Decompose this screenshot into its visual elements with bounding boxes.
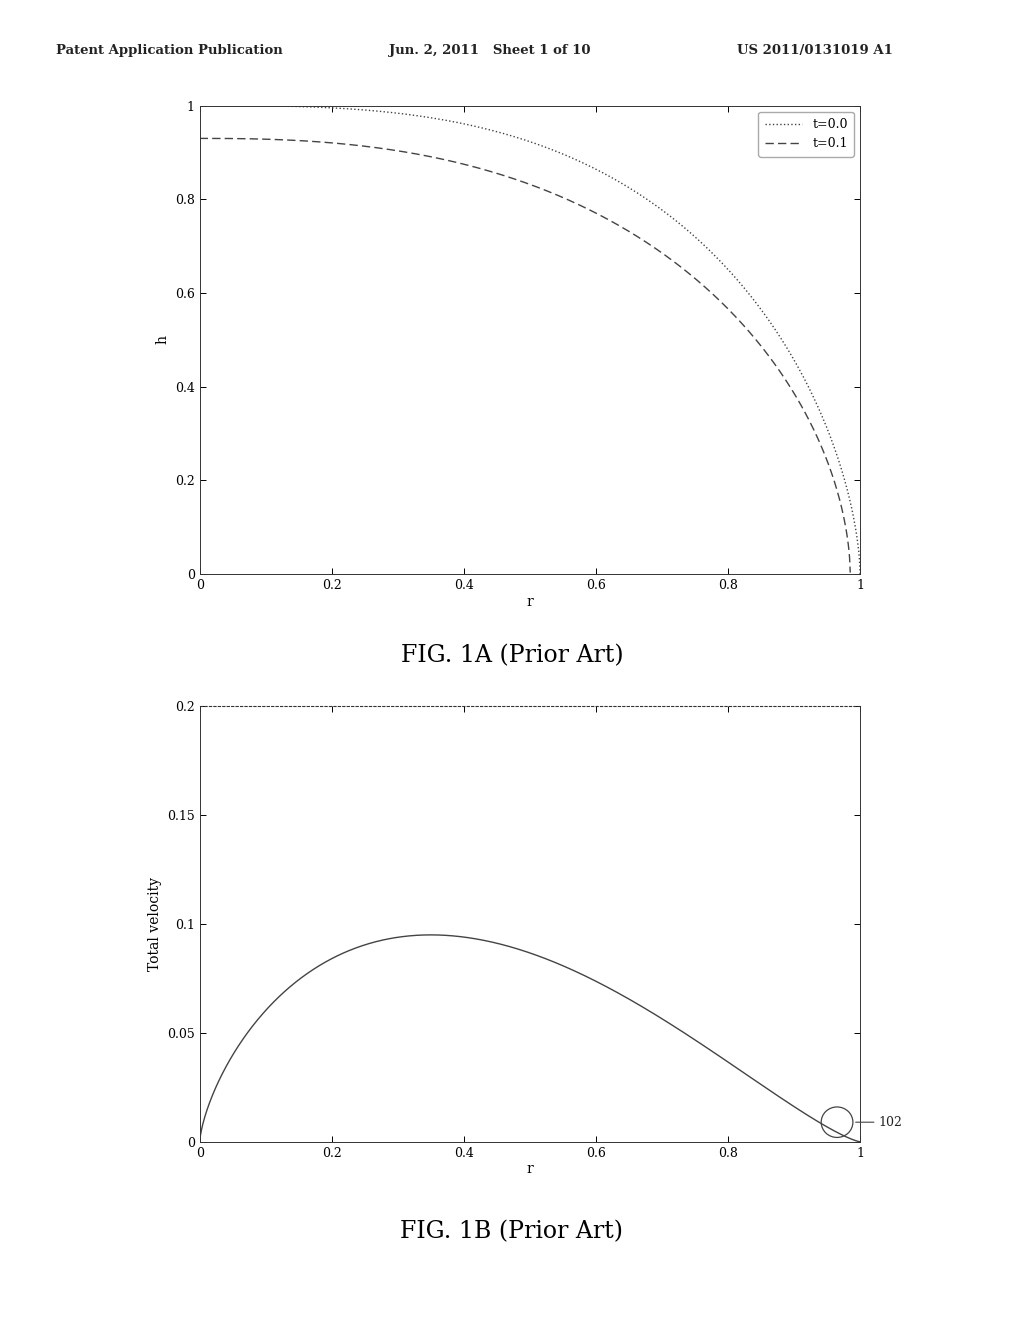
Text: Patent Application Publication: Patent Application Publication: [56, 44, 283, 57]
Y-axis label: Total velocity: Total velocity: [147, 876, 162, 972]
t=0.1: [721, 300, 733, 315]
Y-axis label: h: h: [156, 335, 169, 345]
t=0.0: [854, 566, 866, 582]
t=0.1: [461, 157, 473, 173]
t=0.0: [709, 248, 721, 264]
t=0.1: [709, 288, 721, 304]
Text: US 2011/0131019 A1: US 2011/0131019 A1: [737, 44, 893, 57]
Text: Jun. 2, 2011   Sheet 1 of 10: Jun. 2, 2011 Sheet 1 of 10: [389, 44, 591, 57]
X-axis label: r: r: [526, 1163, 534, 1176]
Text: 102: 102: [879, 1115, 902, 1129]
t=0.1: [484, 164, 497, 180]
t=0.1: [261, 131, 273, 147]
t=0.1: [194, 131, 206, 147]
Line: t=0.0: t=0.0: [200, 106, 860, 574]
Text: FIG. 1A (Prior Art): FIG. 1A (Prior Art): [400, 644, 624, 668]
Text: FIG. 1B (Prior Art): FIG. 1B (Prior Art): [400, 1220, 624, 1243]
t=0.0: [647, 195, 659, 211]
t=0.0: [461, 116, 473, 132]
t=0.1: [647, 239, 659, 255]
Legend: t=0.0, t=0.1: t=0.0, t=0.1: [759, 112, 854, 157]
t=0.0: [721, 260, 733, 276]
X-axis label: r: r: [526, 595, 534, 609]
t=0.0: [484, 123, 497, 139]
t=0.0: [261, 98, 273, 114]
t=0.0: [194, 98, 206, 114]
Line: t=0.1: t=0.1: [200, 139, 850, 573]
